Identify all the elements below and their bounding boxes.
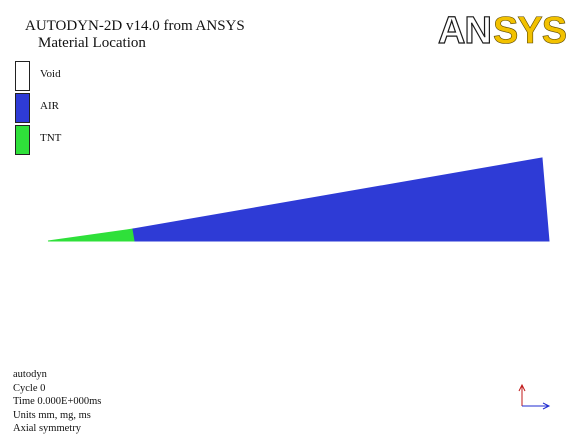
material-legend: Void AIR TNT <box>15 61 135 161</box>
legend-swatch-tnt <box>15 125 30 155</box>
logo-outline-text: AN <box>438 10 491 48</box>
x-axis-arrowhead <box>542 402 551 410</box>
time-text: Time 0.000E+000ms <box>13 396 102 407</box>
legend-label-air: AIR <box>40 100 59 112</box>
cycle-text: Cycle 0 <box>13 382 46 394</box>
ident-text: autodyn <box>13 369 47 380</box>
units-text: Units mm, mg, ms <box>13 409 91 421</box>
y-axis-arrowhead <box>518 383 526 392</box>
ansys-logo: AN SYS <box>438 10 566 48</box>
legend-item-void: Void <box>15 61 135 93</box>
legend-swatch-void <box>15 61 30 91</box>
simulation-info: autodyn Cycle 0 Time 0.000E+000ms Units … <box>13 368 101 436</box>
legend-item-tnt: TNT <box>15 125 135 157</box>
plot-type-title: Material Location <box>38 35 146 51</box>
axis-triad <box>518 383 551 410</box>
symmetry-text: Axial symmetry <box>13 423 81 434</box>
legend-swatch-air <box>15 93 30 123</box>
legend-label-tnt: TNT <box>40 132 62 144</box>
legend-item-air: AIR <box>15 93 135 125</box>
tnt-region[interactable] <box>47 228 136 242</box>
air-region[interactable] <box>132 157 550 242</box>
program-title: AUTODYN-2D v14.0 from ANSYS <box>25 18 245 34</box>
legend-label-void: Void <box>40 68 61 80</box>
logo-filled-text: SYS <box>493 10 566 48</box>
